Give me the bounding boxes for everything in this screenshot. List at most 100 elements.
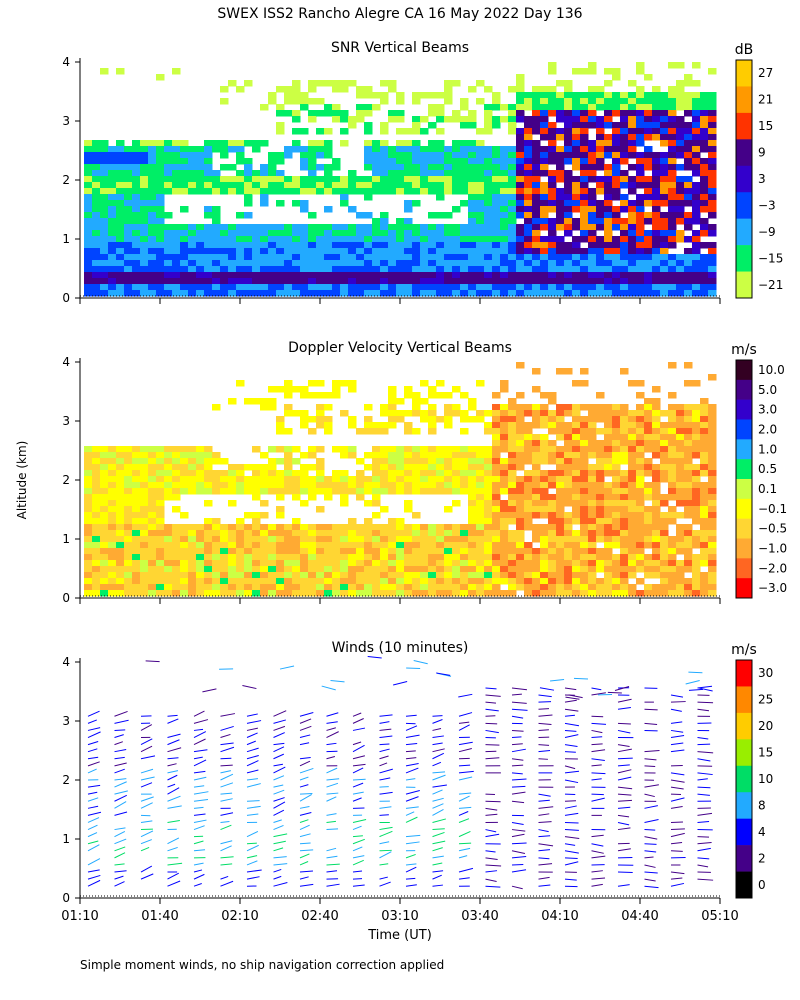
colorbar-swatch	[736, 245, 752, 272]
colorbar-swatch	[736, 686, 752, 714]
colorbar-tick-label: 30	[758, 666, 773, 680]
colorbar-tick-label: 4	[758, 825, 766, 839]
colorbar-swatch	[736, 379, 752, 400]
doppler-heatmap	[84, 362, 717, 597]
y-tick-label: 1	[62, 532, 70, 546]
y-tick-label: 4	[62, 655, 70, 669]
colorbar-swatch	[736, 399, 752, 420]
colorbar-swatch	[736, 479, 752, 500]
colorbar-swatch	[736, 139, 752, 167]
colorbar-tick-label: 5.0	[758, 383, 777, 397]
colorbar-unit: m/s	[731, 342, 757, 358]
colorbar-swatch	[736, 538, 752, 559]
x-tick-label: 03:10	[381, 909, 418, 924]
colorbar-frame	[735, 359, 753, 599]
colorbar-swatch	[736, 792, 752, 819]
colorbar-tick-label: −0.1	[758, 502, 787, 516]
colorbar-tick-label: 20	[758, 719, 773, 733]
colorbar-swatch	[736, 439, 752, 460]
colorbar-tick-label: 25	[758, 693, 773, 707]
colorbar-swatch	[736, 360, 752, 381]
y-tick-label: 0	[62, 591, 70, 605]
y-tick-label: 2	[62, 773, 70, 787]
colorbar-unit: m/s	[731, 642, 757, 658]
colorbar-tick-label: 1.0	[758, 442, 777, 456]
colorbar-swatch	[736, 871, 752, 899]
colorbar-tick-label: 8	[758, 798, 766, 812]
colorbar-swatch	[736, 739, 752, 767]
colorbar-swatch	[736, 660, 752, 687]
panel-1-colorbar: dB 27 21 15 9 3 −3 −9 −15 −21	[735, 42, 783, 299]
colorbar-tick-label: 3.0	[758, 403, 777, 417]
colorbar-swatch	[736, 578, 752, 599]
y-tick-label: 2	[62, 473, 70, 487]
colorbar-tick-label: 21	[758, 93, 773, 107]
colorbar-swatch	[736, 765, 752, 793]
panel-2-title: Doppler Velocity Vertical Beams	[288, 340, 512, 356]
colorbar-tick-label: 3	[758, 172, 766, 186]
y-tick-label: 1	[62, 832, 70, 846]
colorbar-tick-label: −3.0	[758, 581, 787, 595]
colorbar-swatch	[736, 818, 752, 846]
x-axis-label: Time (UT)	[368, 928, 432, 943]
y-tick-label: 0	[62, 891, 70, 905]
x-tick-label: 01:10	[61, 909, 98, 924]
colorbar-swatch	[736, 60, 752, 87]
colorbar-tick-label: 0	[758, 878, 766, 892]
colorbar-swatch	[736, 558, 752, 579]
colorbar-frame	[735, 659, 753, 899]
y-tick-label: 1	[62, 232, 70, 246]
x-tick-label: 01:40	[141, 909, 178, 924]
colorbar-tick-label: 10	[758, 772, 773, 786]
y-tick-label: 2	[62, 173, 70, 187]
colorbar-tick-label: 2	[758, 851, 766, 865]
colorbar-swatch	[736, 712, 752, 740]
colorbar-tick-label: 2.0	[758, 422, 777, 436]
panel-1-title: SNR Vertical Beams	[331, 40, 469, 56]
y-tick-label: 4	[62, 355, 70, 369]
colorbar-swatch	[736, 165, 752, 193]
colorbar-unit: dB	[735, 42, 754, 58]
colorbar-swatch	[736, 86, 752, 114]
colorbar-swatch	[736, 459, 752, 480]
colorbar-tick-label: 0.1	[758, 482, 777, 496]
wind-barbs	[87, 656, 714, 890]
colorbar-swatch	[736, 518, 752, 539]
panel-2-axes: Doppler Velocity Vertical Beams01234m/s1…	[62, 340, 787, 605]
x-tick-label: 02:40	[301, 909, 338, 924]
colorbar-tick-label: −21	[758, 278, 783, 292]
colorbar-tick-label: −15	[758, 251, 783, 265]
y-tick-label: 4	[62, 55, 70, 69]
panel-3-title: Winds (10 minutes)	[332, 640, 469, 656]
x-tick-label: 03:40	[461, 909, 498, 924]
colorbar-swatch	[736, 192, 752, 219]
y-tick-label: 3	[62, 714, 70, 728]
colorbar-swatch	[736, 271, 752, 299]
colorbar-tick-label: 15	[758, 119, 773, 133]
colorbar-swatch	[736, 845, 752, 872]
main-title: SWEX ISS2 Rancho Alegre CA 16 May 2022 D…	[217, 6, 583, 22]
x-tick-label: 05:10	[701, 909, 738, 924]
colorbar-tick-label: 15	[758, 746, 773, 760]
colorbar-tick-label: −1.0	[758, 541, 787, 555]
colorbar-tick-label: 0.5	[758, 462, 777, 476]
colorbar-tick-label: −9	[758, 225, 776, 239]
colorbar-swatch	[736, 218, 752, 246]
y-tick-label: 0	[62, 291, 70, 305]
colorbar-tick-label: 10.0	[758, 363, 785, 377]
footnote: Simple moment winds, no ship navigation …	[80, 958, 445, 972]
colorbar-tick-label: 27	[758, 66, 773, 80]
colorbar-swatch	[736, 498, 752, 519]
y-tick-label: 3	[62, 414, 70, 428]
colorbar-swatch	[736, 112, 752, 140]
panel-1-axes: SNR Vertical Beams 0 1 2 3 4 dB 27 21 15 9 3 −3 −9 −15…	[62, 40, 783, 305]
panel-2-colorbar: m/s10.0 5.0 3.0 2.0 1.0 0.5 0.1 −0.1 −0.5 −1.0 −2.…	[731, 342, 787, 599]
x-tick-label: 04:10	[541, 909, 578, 924]
y-tick-label: 3	[62, 114, 70, 128]
colorbar-tick-label: −0.5	[758, 522, 787, 536]
colorbar-swatch	[736, 419, 752, 440]
colorbar-tick-label: −2.0	[758, 561, 787, 575]
